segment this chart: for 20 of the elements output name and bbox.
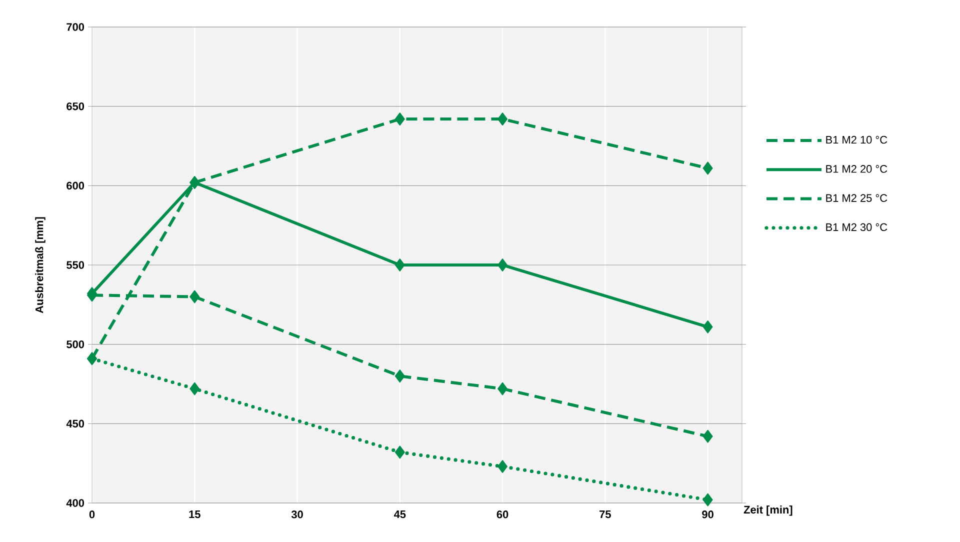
x-tick-label: 75 — [600, 510, 611, 518]
y-tick-label: 450 — [66, 420, 84, 428]
x-tick-label: 90 — [702, 510, 714, 518]
x-axis-title: Zeit [min] — [744, 506, 792, 516]
text: B1 M2 10 °C — [826, 136, 888, 144]
x-tick-label: 15 — [189, 510, 200, 518]
x-tick-label: 45 — [394, 510, 406, 518]
y-tick-label: 500 — [66, 340, 84, 348]
x-tick-label: 60 — [496, 510, 508, 518]
x-tick-label: 0 — [89, 510, 95, 518]
text: B1 M2 30 °C — [826, 223, 888, 232]
y-tick-label: 700 — [66, 23, 84, 31]
x-tick-label: 30 — [291, 510, 303, 518]
y-tick-label: 650 — [66, 102, 84, 110]
y-tick-label: 400 — [66, 499, 84, 507]
y-tick-label: 550 — [66, 261, 84, 269]
text: B1 M2 20 °C — [826, 165, 888, 173]
y-tick-label: 600 — [66, 182, 84, 190]
y-axis-title: Ausbreitmaß [mm] — [35, 217, 46, 314]
text: B1 M2 25 °C — [826, 194, 888, 202]
